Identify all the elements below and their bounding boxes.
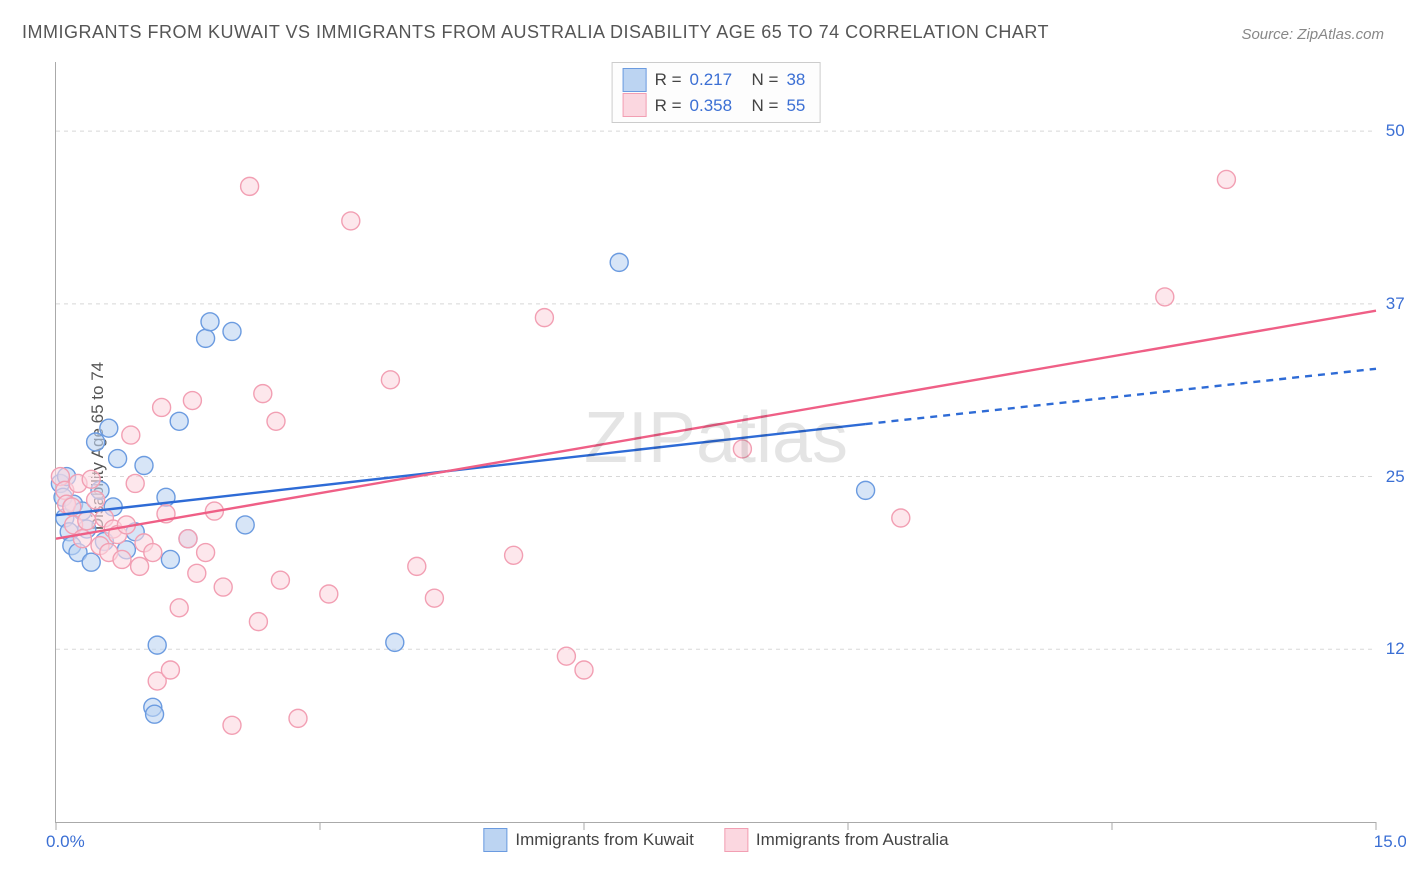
r-label: R = bbox=[655, 93, 682, 119]
legend-series-label: Immigrants from Australia bbox=[756, 830, 949, 850]
legend-series-item: Immigrants from Australia bbox=[724, 828, 949, 852]
y-tick-label: 12.5% bbox=[1386, 639, 1406, 659]
legend-series-label: Immigrants from Kuwait bbox=[515, 830, 694, 850]
n-value: 38 bbox=[786, 67, 805, 93]
y-tick-label: 37.5% bbox=[1386, 294, 1406, 314]
r-label: R = bbox=[655, 67, 682, 93]
legend-correlation-row: R = 0.217 N = 38 bbox=[623, 67, 806, 93]
chart-svg bbox=[56, 62, 1376, 822]
legend-swatch bbox=[483, 828, 507, 852]
y-tick-label: 50.0% bbox=[1386, 121, 1406, 141]
n-label: N = bbox=[752, 67, 779, 93]
legend-correlation: R = 0.217 N = 38 R = 0.358 N = 55 bbox=[612, 62, 821, 123]
legend-series: Immigrants from Kuwait Immigrants from Au… bbox=[483, 828, 948, 852]
source-attribution: Source: ZipAtlas.com bbox=[1241, 26, 1384, 43]
legend-series-item: Immigrants from Kuwait bbox=[483, 828, 694, 852]
x-tick-min: 0.0% bbox=[46, 832, 85, 852]
legend-swatch bbox=[623, 93, 647, 117]
page-title: IMMIGRANTS FROM KUWAIT VS IMMIGRANTS FRO… bbox=[22, 22, 1049, 43]
legend-correlation-row: R = 0.358 N = 55 bbox=[623, 93, 806, 119]
chart-area: ZIPatlas R =0.217N =38R =0.358N =55 0.0%… bbox=[55, 62, 1376, 823]
r-value: 0.358 bbox=[690, 93, 744, 119]
r-value: 0.217 bbox=[690, 67, 744, 93]
y-tick-label: 25.0% bbox=[1386, 467, 1406, 487]
x-tick-max: 15.0% bbox=[1374, 832, 1406, 852]
legend-swatch bbox=[724, 828, 748, 852]
n-value: 55 bbox=[786, 93, 805, 119]
n-label: N = bbox=[752, 93, 779, 119]
legend-swatch bbox=[623, 68, 647, 92]
